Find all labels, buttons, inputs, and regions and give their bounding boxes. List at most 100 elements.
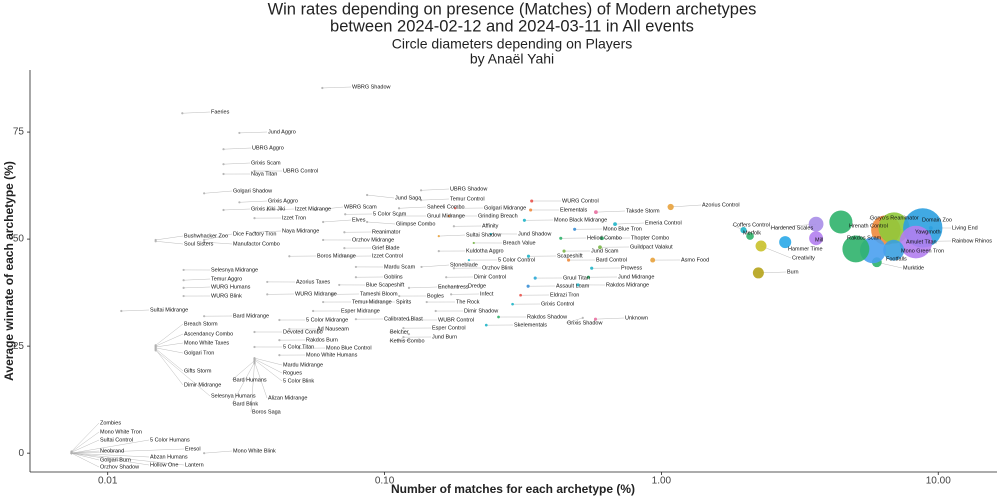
point-label: UBRG Shadow	[450, 186, 487, 192]
point	[397, 214, 401, 218]
point	[883, 239, 905, 261]
point	[899, 225, 933, 259]
point-label: Infect	[480, 291, 494, 297]
point-label: Mardu Midrange	[283, 362, 323, 368]
leader-line	[155, 347, 184, 354]
point	[808, 216, 824, 232]
point-label: Unknown	[625, 315, 648, 321]
point	[809, 231, 824, 246]
leader-line	[367, 221, 396, 225]
point-label: Manufactor Combo	[233, 241, 280, 247]
point-label: Footfalls	[886, 256, 907, 262]
leader-line	[254, 361, 268, 399]
point	[842, 235, 870, 263]
point-label: Coffers Control	[733, 222, 770, 228]
point	[581, 316, 584, 319]
point	[253, 217, 256, 220]
point-label: 5 Color Midrange	[306, 317, 348, 323]
point	[203, 192, 206, 195]
point	[573, 227, 577, 231]
point-label: Grixis Aggro	[268, 198, 298, 204]
point	[182, 279, 185, 282]
point-label: Reanimator	[372, 229, 401, 235]
point	[253, 169, 256, 173]
point	[278, 318, 281, 322]
point-label: Temur Midrange	[352, 299, 392, 305]
y-tick-label: 0	[18, 448, 24, 459]
point-label: Jund Burn	[432, 334, 457, 340]
point-label: WURG Humans	[211, 284, 251, 290]
point-label: Breach Value	[503, 240, 536, 246]
point-label: Faeries	[211, 109, 230, 115]
point-label: Goryo's Reanimator	[870, 215, 919, 221]
point	[182, 268, 185, 272]
point-label: Bard Humans	[233, 377, 267, 383]
point-label: Bushwhacker Zoo	[184, 233, 228, 239]
point-label: Rakdos Burn	[306, 337, 338, 343]
point	[154, 240, 157, 243]
point-label: Amulet Titan	[906, 239, 937, 245]
point-label: Eresol	[185, 446, 201, 452]
x-tick-label: 1.00	[652, 476, 672, 487]
point-label: Izzet Midrange	[295, 206, 331, 212]
point	[182, 286, 185, 290]
leader-line	[254, 357, 283, 366]
point	[322, 220, 325, 224]
point-label: The Rock	[456, 299, 480, 305]
point-label: Goblins	[384, 274, 403, 280]
point	[222, 208, 225, 212]
leader-line	[315, 206, 344, 211]
y-tick-label: 25	[13, 341, 25, 352]
point-label: Naya Titan	[251, 171, 277, 177]
point	[407, 286, 411, 290]
point	[398, 294, 401, 298]
point	[253, 231, 256, 234]
point-label: Hrenath Control	[849, 223, 888, 229]
point	[407, 318, 411, 322]
point-label: Kuldotha Aggro	[466, 248, 504, 254]
point-label: Jund Shadow	[518, 231, 551, 237]
point	[203, 241, 206, 244]
point	[419, 199, 423, 202]
leader-line	[223, 147, 252, 150]
leader-line	[71, 452, 100, 461]
x-tick-label: 0.10	[375, 476, 395, 487]
point-label: Izzet Control	[372, 253, 403, 259]
point	[253, 345, 256, 349]
point-label: Hammer Time	[788, 246, 823, 252]
point-label: Mono White Tron	[100, 429, 142, 435]
x-tick-label: 0.01	[98, 476, 118, 487]
leader-line	[204, 233, 233, 241]
point-label: Orzhov Blink	[482, 265, 513, 271]
point	[366, 193, 369, 197]
leader-line	[565, 317, 583, 324]
leader-line	[71, 452, 100, 468]
point	[519, 293, 522, 297]
point-label: WURG Blink	[211, 293, 242, 299]
point	[238, 201, 241, 204]
point-label: Asmo Food	[681, 257, 709, 263]
point-label: Naya Midrange	[282, 228, 319, 234]
point-label: Belcher	[390, 329, 409, 335]
point	[740, 227, 747, 234]
point	[203, 452, 206, 455]
point-label: Mardu Scam	[384, 264, 416, 270]
point-label: WURG Midrange	[295, 291, 337, 297]
leader-line	[71, 439, 150, 454]
points	[70, 86, 943, 455]
point-label: Prowess	[621, 265, 642, 271]
point-label: Azorius Taxes	[296, 279, 330, 285]
point	[450, 293, 453, 296]
chart-subtitle: by Anaël Yahi	[470, 51, 554, 67]
leader-line	[155, 235, 184, 241]
point	[298, 347, 301, 350]
point-label: Mono Blue Control	[326, 345, 372, 351]
point-label: Glimpse Combo	[396, 221, 435, 227]
point	[322, 300, 325, 304]
point-label: Rogues	[283, 370, 302, 376]
leader-line	[421, 188, 450, 191]
point-label: Selesnya Midrange	[211, 267, 258, 273]
point-label: WBRG Scam	[344, 204, 377, 210]
point-label: 5 Color Control	[498, 257, 535, 263]
point-label: Affinity	[482, 223, 499, 229]
